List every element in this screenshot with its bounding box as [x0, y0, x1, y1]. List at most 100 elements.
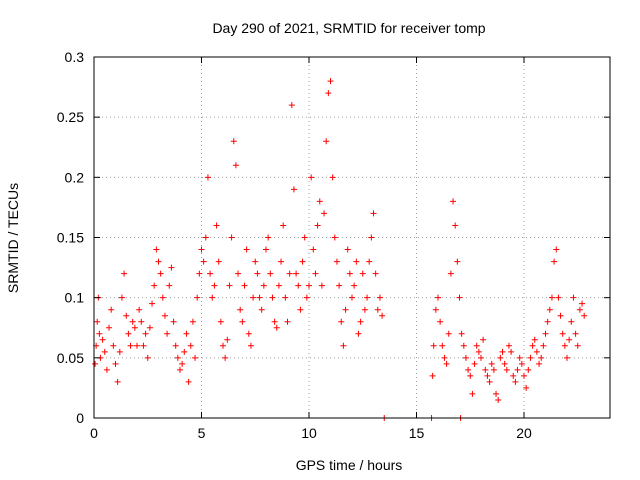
data-point	[213, 222, 220, 229]
data-point	[480, 336, 487, 343]
data-point	[200, 258, 207, 265]
data-point	[101, 348, 108, 355]
x-axis-label: GPS time / hours	[296, 457, 403, 473]
data-point	[579, 300, 586, 307]
data-point	[374, 306, 381, 313]
data-point	[217, 318, 224, 325]
data-point	[568, 318, 575, 325]
data-point	[134, 342, 140, 349]
data-point	[256, 294, 263, 301]
data-point	[361, 306, 368, 313]
data-point	[301, 234, 308, 241]
data-point	[327, 78, 334, 85]
y-tick-label: 0.3	[65, 49, 85, 65]
data-point	[235, 270, 242, 277]
x-axis-ticks: 0 5 10 15 20	[90, 57, 532, 441]
data-point	[185, 378, 192, 385]
data-point	[94, 318, 101, 325]
data-point	[288, 102, 295, 109]
data-point	[342, 306, 349, 313]
data-point	[336, 282, 343, 289]
data-point	[303, 294, 310, 301]
data-point	[207, 270, 214, 277]
data-point	[316, 198, 323, 205]
data-point	[314, 222, 321, 229]
x-tick-label: 20	[516, 425, 532, 441]
data-point	[484, 372, 491, 379]
x-tick-label: 0	[90, 425, 98, 441]
data-point	[512, 378, 519, 385]
data-point	[525, 366, 532, 373]
data-point	[211, 282, 218, 289]
data-point	[351, 282, 358, 289]
data-point	[168, 264, 175, 271]
data-point	[318, 282, 325, 289]
y-tick-label: 0.05	[57, 350, 84, 366]
data-point	[452, 222, 459, 229]
data-point	[228, 234, 235, 241]
data-point	[329, 174, 336, 181]
data-point	[275, 282, 282, 289]
data-point	[364, 294, 371, 301]
data-point	[127, 342, 134, 349]
data-point	[473, 342, 480, 349]
data-point	[355, 330, 362, 337]
data-point	[340, 342, 347, 349]
data-point	[561, 342, 568, 349]
data-point	[570, 294, 577, 301]
data-point	[103, 366, 110, 373]
data-point	[576, 306, 583, 313]
data-point	[108, 306, 115, 313]
data-point	[555, 294, 562, 301]
data-point	[121, 270, 128, 277]
data-point	[538, 354, 545, 361]
data-point	[566, 336, 573, 343]
data-point	[245, 330, 252, 337]
data-point	[437, 318, 444, 325]
data-point	[237, 306, 244, 313]
data-point	[151, 282, 158, 289]
data-point	[465, 366, 472, 373]
data-point	[161, 312, 168, 319]
data-point	[310, 246, 317, 253]
data-point	[269, 294, 276, 301]
data-point	[250, 294, 257, 301]
data-point	[280, 222, 287, 229]
data-point	[359, 270, 366, 277]
data-point	[306, 282, 312, 289]
data-point	[501, 360, 508, 367]
x-tick-label: 15	[409, 425, 425, 441]
data-point	[196, 270, 203, 277]
data-point	[136, 306, 143, 313]
data-point	[282, 294, 289, 301]
data-point	[239, 318, 246, 325]
data-point	[129, 318, 136, 325]
data-point	[308, 174, 315, 181]
data-point	[482, 366, 489, 373]
data-point	[518, 360, 525, 367]
data-point	[486, 378, 493, 385]
data-point	[370, 210, 377, 217]
data-point	[297, 306, 304, 313]
plot-frame	[93, 56, 611, 419]
data-point	[170, 318, 177, 325]
data-point	[241, 282, 248, 289]
data-point	[144, 354, 151, 361]
data-point	[357, 318, 364, 325]
data-point	[432, 306, 439, 313]
data-point	[536, 360, 543, 367]
data-point	[142, 330, 149, 337]
data-point	[523, 384, 530, 391]
data-point	[376, 294, 383, 301]
data-point	[460, 342, 467, 349]
data-point	[278, 258, 285, 265]
data-point	[333, 258, 340, 265]
data-point	[295, 282, 302, 289]
data-point	[564, 354, 570, 361]
data-point	[312, 270, 319, 277]
y-tick-label: 0.15	[57, 230, 84, 246]
data-point	[349, 294, 355, 301]
data-point	[471, 360, 478, 367]
data-point	[224, 336, 231, 343]
